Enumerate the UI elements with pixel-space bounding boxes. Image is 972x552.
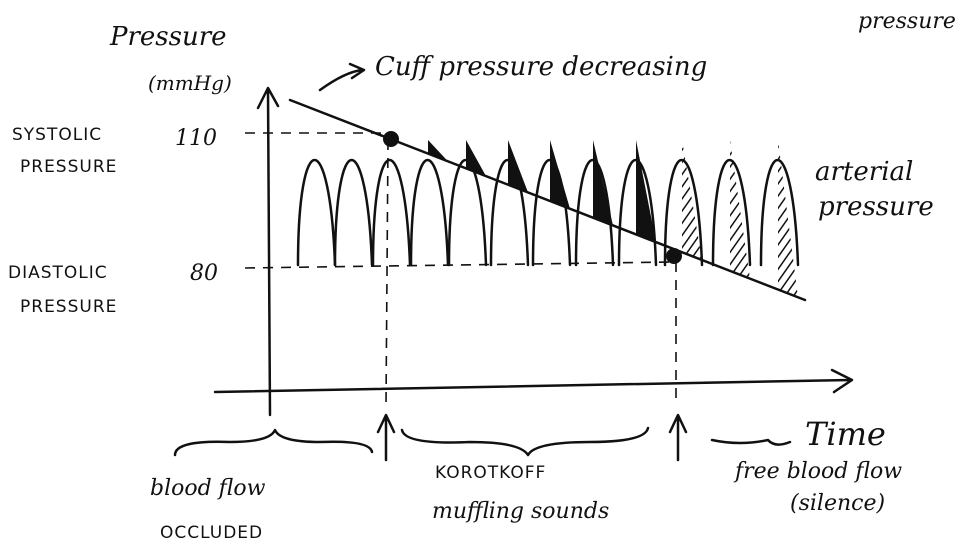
- guide-line: [244, 261, 673, 269]
- phase-label: blood flow: [150, 476, 266, 501]
- phase-label: OCCLUDED: [160, 523, 263, 543]
- phase-label: (silence): [790, 491, 885, 516]
- pressure-wave: [663, 158, 704, 267]
- pressure-wave: [371, 158, 412, 267]
- guide-line: [385, 139, 389, 406]
- brace: [710, 438, 792, 446]
- wave-shading: [466, 140, 486, 177]
- tick-label: 110: [175, 126, 217, 151]
- systolic-point: [383, 131, 399, 147]
- pressure-wave: [296, 158, 337, 267]
- level-label: DIASTOLIC: [8, 263, 108, 283]
- phase-label: KOROTKOFF: [435, 463, 546, 483]
- pressure-wave: [574, 158, 615, 267]
- x-axis: [213, 368, 854, 394]
- brace: [400, 426, 650, 457]
- y-axis-title: Pressure: [109, 22, 227, 52]
- pressure-wave: [409, 158, 450, 267]
- corner-note: pressure: [858, 9, 956, 34]
- pressure-wave: [711, 158, 752, 267]
- pressure-wave: [617, 158, 658, 267]
- wave-shading: [550, 140, 570, 209]
- pressure-wave: [759, 158, 800, 267]
- cuff-line: [288, 98, 807, 302]
- pressure-wave: [531, 158, 572, 267]
- wave-shading: [428, 140, 448, 162]
- event-arrow: [376, 413, 396, 462]
- wave-shading: [730, 140, 750, 279]
- wave-shading: [682, 140, 702, 260]
- pointer-arrow: [318, 62, 366, 92]
- cuff-label: Cuff pressure decreasing: [375, 52, 707, 82]
- brace: [173, 428, 374, 457]
- x-axis-title: Time: [805, 415, 886, 453]
- phase-label: free blood flow: [733, 459, 902, 484]
- y-axis: [256, 86, 280, 417]
- tick-label: 80: [190, 261, 218, 286]
- phase-label: muffling sounds: [432, 499, 609, 524]
- pressure-wave: [447, 158, 488, 267]
- y-axis-unit: (mmHg): [148, 71, 232, 95]
- level-label: PRESSURE: [20, 157, 117, 177]
- pressure-wave: [489, 158, 530, 267]
- arterial-label: arterial: [815, 157, 913, 187]
- drawing: [173, 62, 854, 462]
- diastolic-point: [666, 248, 682, 264]
- level-label: SYSTOLIC: [12, 125, 102, 145]
- level-label: PRESSURE: [20, 297, 117, 317]
- wave-shading: [778, 140, 798, 298]
- arterial-label: pressure: [818, 192, 934, 222]
- wave-shading: [508, 140, 528, 193]
- pressure-wave: [333, 158, 374, 267]
- event-arrow: [668, 413, 688, 462]
